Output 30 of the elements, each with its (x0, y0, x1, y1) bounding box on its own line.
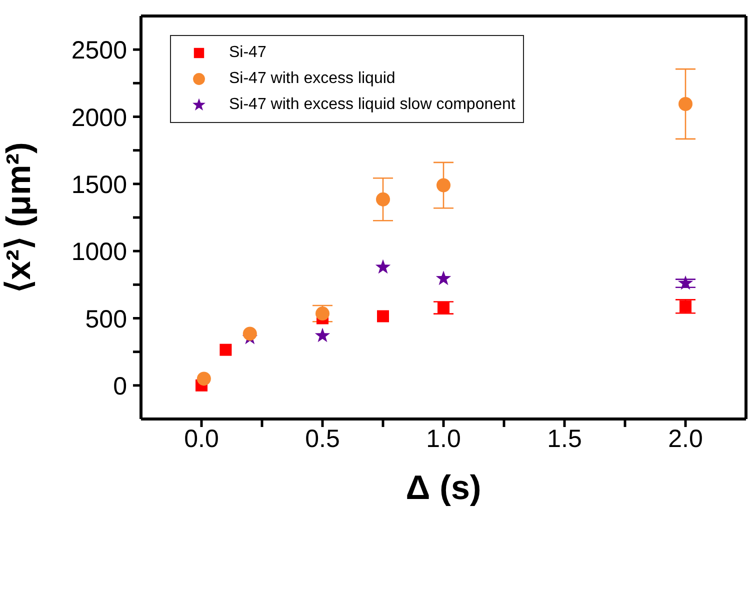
point (436, 270, 452, 286)
point (678, 275, 694, 290)
x-tick-label: 1.5 (547, 424, 582, 453)
point (196, 372, 211, 386)
y-tick-label: 0 (113, 372, 127, 400)
point (316, 306, 330, 321)
legend-label: Si-47 with excess liquid slow component (229, 96, 516, 114)
x-tick-label: 0.5 (305, 424, 340, 453)
point (220, 344, 232, 356)
point (678, 96, 692, 111)
point (376, 192, 390, 206)
y-tick-label: 2500 (71, 36, 127, 65)
y-tick-label: 500 (85, 305, 127, 334)
y-tick-label: 1500 (71, 170, 127, 199)
point (438, 302, 450, 314)
y-tick-label: 2000 (71, 104, 127, 132)
y-axis-title: ⟨x²⟩ (μm²) (0, 142, 38, 293)
point (377, 310, 389, 322)
legend-label: Si-47 with excess liquid (229, 70, 396, 88)
point (314, 328, 330, 342)
y-tick-label: 1000 (71, 238, 127, 266)
point (242, 326, 257, 341)
legend-label: Si-47 (229, 44, 266, 62)
x-tick-label: 0.0 (184, 424, 219, 453)
point (680, 300, 692, 312)
point (375, 259, 391, 274)
x-axis-title: Δ (s) (406, 469, 482, 507)
x-tick-label: 1.0 (426, 424, 461, 453)
x-tick-label: 2.0 (668, 424, 703, 453)
point (436, 178, 450, 192)
